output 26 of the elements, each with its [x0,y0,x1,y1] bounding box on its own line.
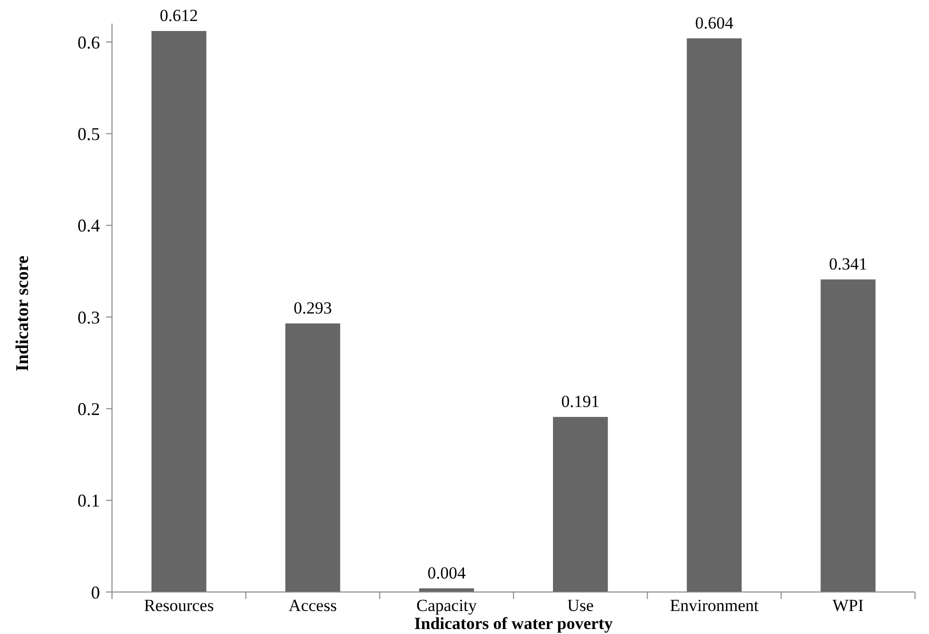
x-tick-label: Access [288,596,337,615]
data-label: 0.341 [828,254,868,274]
y-tick-label: 0.4 [78,216,100,236]
y-tick-label: 0.5 [78,124,100,144]
y-tick-label: 0.2 [78,398,100,419]
data-label: 0.004 [427,563,466,582]
data-label: 0.191 [561,392,600,411]
y-tick-label: 0.3 [78,307,100,328]
bar [151,31,206,592]
data-label: 0.293 [294,298,332,318]
x-tick-label: Environment [670,596,759,615]
x-tick-label: Capacity [416,596,478,615]
x-tick-label: Resources [144,596,214,615]
x-axis-title: Indicators of water poverty [414,614,614,633]
data-label: 0.612 [160,6,198,25]
y-tick-label: 0 [91,582,100,602]
bar [285,323,340,592]
y-tick-label: 0.6 [78,32,100,52]
x-tick-label: Use [567,596,594,615]
x-tick-label: WPI [832,596,864,615]
bar [820,279,876,592]
data-label: 0.604 [695,13,734,32]
bar [686,38,742,592]
y-tick-label: 0.1 [78,490,100,511]
bar [552,416,608,592]
y-axis-title: Indicator score [12,256,32,372]
